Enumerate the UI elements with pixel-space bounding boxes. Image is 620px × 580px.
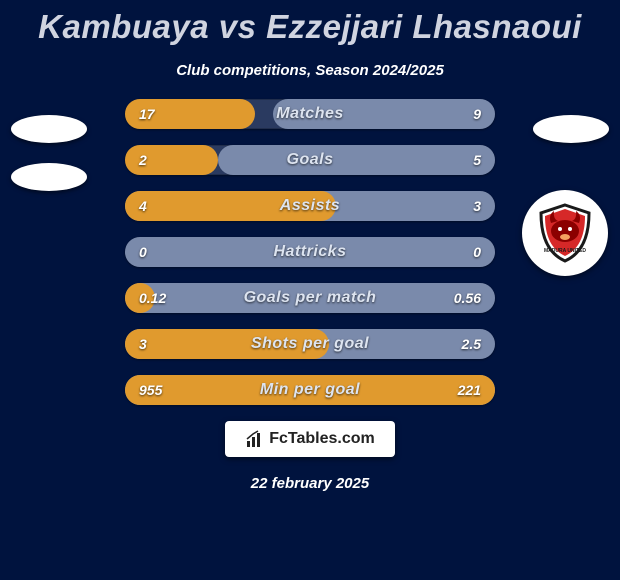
stat-label: Shots per goal (125, 329, 495, 359)
stat-value-right: 0 (473, 237, 481, 267)
stat-row: Matches17 9 (125, 99, 495, 129)
stat-label: Goals per match (125, 283, 495, 313)
player-right-photo-placeholder (533, 115, 609, 143)
subtitle: Club competitions, Season 2024/2025 (0, 62, 620, 79)
stat-label: Goals (125, 145, 495, 175)
chart-icon (245, 429, 265, 449)
stat-row: Goals per match0.12 0.56 (125, 283, 495, 313)
brand-text: FcTables.com (269, 430, 375, 448)
stat-value-left: 0.12 (139, 283, 166, 313)
stat-row: Hattricks0 0 (125, 237, 495, 267)
stat-row: Goals2 5 (125, 145, 495, 175)
stat-value-left: 2 (139, 145, 147, 175)
stat-value-left: 3 (139, 329, 147, 359)
bull-shield-icon: MADURA UNITED (533, 201, 597, 265)
club-left-badge-placeholder (11, 163, 87, 191)
stat-row: Min per goal955 221 (125, 375, 495, 405)
player-left-slot (6, 115, 92, 201)
stat-value-left: 17 (139, 99, 155, 129)
stat-label: Min per goal (125, 375, 495, 405)
svg-text:MADURA UNITED: MADURA UNITED (544, 248, 586, 254)
stat-row: Shots per goal3 2.5 (125, 329, 495, 359)
player-left-photo-placeholder (11, 115, 87, 143)
stat-value-right: 5 (473, 145, 481, 175)
page-title: Kambuaya vs Ezzejjari Lhasnaoui (0, 0, 620, 46)
stat-value-left: 4 (139, 191, 147, 221)
stat-label: Matches (125, 99, 495, 129)
stat-value-left: 0 (139, 237, 147, 267)
stat-row: Assists4 3 (125, 191, 495, 221)
stat-value-right: 3 (473, 191, 481, 221)
stat-label: Assists (125, 191, 495, 221)
stat-value-right: 9 (473, 99, 481, 129)
player-right-slot: MADURA UNITED (528, 115, 614, 201)
stat-label: Hattricks (125, 237, 495, 267)
date-label: 22 february 2025 (0, 475, 620, 492)
stat-value-right: 221 (458, 375, 481, 405)
brand-chip[interactable]: FcTables.com (225, 421, 395, 457)
stat-value-left: 955 (139, 375, 162, 405)
club-right-badge: MADURA UNITED (522, 190, 608, 276)
stat-value-right: 0.56 (454, 283, 481, 313)
stat-value-right: 2.5 (462, 329, 481, 359)
